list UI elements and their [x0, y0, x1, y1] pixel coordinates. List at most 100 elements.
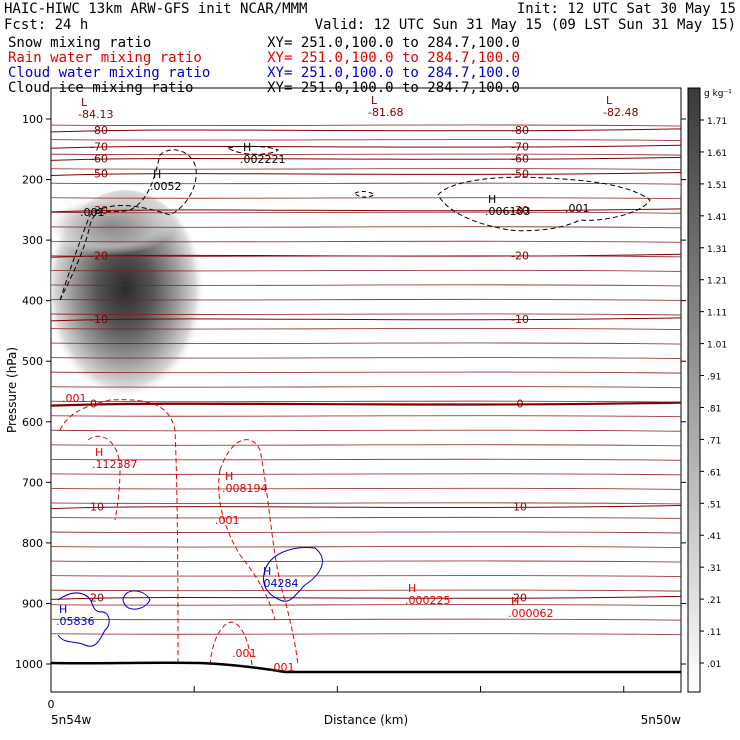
isotherm-line [51, 153, 681, 156]
extremum-mark: L [371, 94, 378, 107]
rain-contour-4 [218, 469, 276, 621]
ice-contour-right [437, 176, 651, 232]
field-xy: XY= 251.0,100.0 to 284.7,100.0 [267, 50, 520, 66]
isotherm-line [51, 211, 681, 214]
temp-contour-label: -50 [90, 168, 108, 181]
colorbar-label: .91 [707, 373, 721, 383]
contour-value-label: .001 [270, 661, 295, 674]
contour-value-label: .008194 [222, 482, 268, 495]
isotherm-line [51, 574, 681, 578]
rain-contour-2 [87, 435, 121, 521]
contour-value-label: .001 [80, 206, 105, 219]
colorbar-label: 1.11 [707, 309, 727, 319]
extremum-mark: L [606, 94, 613, 107]
isotherm-line [51, 473, 681, 476]
contour-value-label: .0052 [150, 180, 182, 193]
temp-contour-label: -80 [511, 124, 529, 137]
temp-contour-label: 10 [513, 501, 527, 514]
colorbar [687, 87, 701, 693]
isotherm-line [51, 458, 681, 461]
snow-shading-right [675, 171, 681, 199]
temp-contour-line [51, 128, 681, 133]
isotherm-line [51, 618, 681, 621]
contour-value-label: .05836 [56, 615, 95, 628]
isotherm-line [51, 124, 681, 127]
header-init: Init: 12 UTC Sat 30 May 15 [517, 1, 736, 17]
isotherm-line [51, 444, 681, 447]
rain-contour-3 [219, 439, 299, 666]
colorbar-label: 1.21 [707, 277, 727, 287]
field-xy: XY= 251.0,100.0 to 284.7,100.0 [267, 65, 520, 81]
colorbar-label: 1.61 [707, 149, 727, 159]
isotherm-line [51, 545, 681, 548]
colorbar-label: .01 [707, 660, 721, 670]
colorbar-label: .21 [707, 596, 721, 606]
contour-value-label: .001 [215, 514, 240, 527]
y-tick-label: 400 [22, 295, 43, 308]
isotherm-line [51, 589, 681, 592]
y-tick-label: 600 [22, 416, 43, 429]
temp-contour-label: -10 [90, 313, 108, 326]
rain-contour-1 [59, 399, 179, 666]
colorbar-unit: g kg⁻¹ [704, 89, 732, 99]
colorbar-label: .61 [707, 468, 721, 478]
temp-contour-label: 10 [90, 501, 104, 514]
isotherm-line [51, 240, 681, 243]
x-tick-label: 0 [48, 698, 55, 711]
y-tick-label: 200 [22, 174, 43, 187]
contour-value-label: .006103 [485, 205, 531, 218]
isotherm-line [51, 168, 681, 171]
ice-contour-left [59, 149, 197, 301]
field-name: Cloud water mixing ratio [8, 65, 210, 81]
temp-contour-line [51, 172, 681, 176]
colorbar-label: .71 [707, 436, 721, 446]
field-annotations: L-84.13L-81.68L-82.48H.002221H.0052H.006… [56, 94, 638, 674]
extremum-mark: H [511, 595, 519, 608]
isotherm-line [51, 182, 681, 185]
extremum-mark: H [263, 565, 271, 578]
temp-contour-label: 0 [517, 398, 524, 411]
isotherm-line [51, 284, 681, 287]
cloudwater-contour-1 [263, 546, 323, 602]
x-axis-label: Distance (km) [324, 713, 408, 727]
isotherm-line [51, 342, 681, 345]
extremum-mark: H [153, 168, 161, 181]
ice-contour-top [227, 145, 279, 155]
colorbar-label: 1.71 [707, 117, 727, 127]
temp-contour-label: -80 [90, 124, 108, 137]
isotherm-line [51, 604, 681, 607]
isotherm-line [51, 386, 681, 389]
y-tick-label: 1000 [15, 658, 43, 671]
colorbar-label: .11 [707, 628, 721, 638]
terrain-line [51, 661, 681, 674]
contour-value-label: .000225 [405, 594, 451, 607]
plot-frame [50, 87, 682, 693]
x-right-endpoint: 5n50w [641, 713, 682, 727]
contour-value-label: .04284 [260, 577, 299, 590]
field-name: Snow mixing ratio [8, 35, 151, 51]
y-tick-label: 900 [22, 597, 43, 610]
header-forecast: Fcst: 24 h [4, 17, 88, 33]
colorbar-label: .41 [707, 532, 721, 542]
cloudwater-contour-3 [122, 590, 151, 610]
temp-contour-label: 20 [513, 591, 527, 604]
contour-value-label: -81.68 [368, 106, 403, 119]
y-tick-label: 500 [22, 355, 43, 368]
contour-value-label: .002221 [240, 153, 286, 166]
contour-value-label: .001 [62, 392, 87, 405]
extra-temperature-lines [51, 124, 681, 636]
temp-contour-label: -70 [511, 140, 529, 153]
header-valid: Valid: 12 UTC Sun 31 May 15 (09 LST Sun … [315, 17, 736, 33]
temp-contour-line [51, 317, 681, 322]
rain-contour-5 [209, 621, 253, 666]
temp-contour-label: 20 [90, 591, 104, 604]
isotherm-line [51, 487, 681, 490]
colorbar-label: .51 [707, 500, 721, 510]
snow-shading-top [51, 195, 175, 255]
temp-contour-label: -10 [511, 313, 529, 326]
contour-value-label: .000062 [508, 607, 554, 620]
field-legend: Snow mixing ratio XY= 251.0,100.0 to 284.… [8, 35, 520, 96]
temp-contour-line [51, 156, 681, 161]
